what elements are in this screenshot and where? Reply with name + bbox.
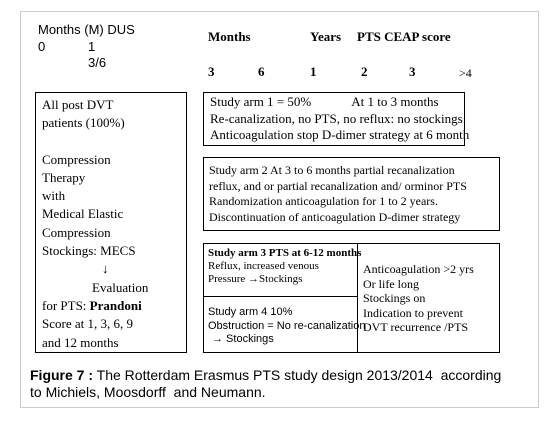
text-line: Pressure →Stockings [208, 273, 303, 285]
text-run: Study arm 1 = 50% [210, 94, 312, 109]
text-line: Therapy [42, 169, 86, 185]
text-line: Stockings: MECS [42, 243, 136, 259]
text-line: Study arm 1 = 50% At 1 to 3 months [210, 94, 469, 111]
text-line: Reflux, increased venous [208, 260, 319, 272]
text-run: for PTS: [42, 297, 90, 313]
left-box [35, 92, 187, 353]
scale-label: 1 [310, 64, 317, 79]
scale-label: 3 [409, 64, 416, 79]
text-line: Study arm 2 At 3 to 6 months partial rec… [209, 163, 455, 177]
text-line: Obstruction = No re-canalization [208, 319, 366, 332]
text-line: Or life long [363, 276, 419, 291]
text-line: and 12 months [42, 334, 119, 350]
text-line: Randomization anticoagulation for 1 to 2… [209, 194, 438, 208]
text-run: Prandoni [89, 297, 142, 313]
text-line: Study arm 4 10% [208, 306, 293, 318]
text-line: Indication to prevent [363, 305, 463, 320]
study-arm-2-text: Study arm 2 At 3 to 6 months partial rec… [209, 163, 467, 225]
text-line: ↓ [102, 261, 109, 277]
text-line: Score at 1, 3, 6, 9 [42, 316, 133, 332]
text-line: for PTS: Prandoni [42, 297, 148, 315]
text-line: Compression [42, 224, 111, 240]
caption-text: The Rotterdam Erasmus PTS study design 2… [93, 367, 502, 383]
text-line: patients (100%) [42, 115, 125, 131]
column-header: PTS CEAP score [357, 29, 451, 44]
study-arm-3-text: Study arm 3 PTS at 6-12 months Reflux, i… [208, 247, 361, 286]
text-line: reflux, and or partial recanalization an… [209, 178, 467, 193]
left-box-text: All post DVT patients (100%) Compression… [42, 96, 148, 352]
text-line: Evaluation [92, 279, 149, 295]
dus-value: 1 [88, 39, 96, 54]
column-header: Months [208, 29, 251, 44]
text-line: Discontinuation of anticoagulation D-dim… [209, 209, 461, 224]
divider [357, 243, 358, 353]
text-run: At 1 to 3 months [351, 94, 439, 109]
scale-label: >4 [459, 66, 472, 80]
dus-label: Months (M) DUS [38, 22, 135, 37]
text-line: → Stockings [212, 333, 274, 345]
dus-value: 0 [38, 39, 46, 54]
divider [203, 296, 358, 297]
study-arm-4-text: Study arm 4 10% Obstruction = No re-cana… [208, 306, 365, 347]
caption-label: Figure 7 : [30, 367, 94, 383]
study-arm-1-box [203, 92, 465, 146]
figure-frame [20, 11, 539, 408]
column-header: Years [310, 29, 342, 44]
text-line: Medical Elastic [42, 206, 124, 222]
text-line: DVT recurrence /PTS [363, 320, 469, 334]
text-line: Re-canalization, no PTS, no reflux: no s… [210, 110, 463, 126]
study-arm-1-text: Study arm 1 = 50% At 1 to 3 months Re-can… [210, 94, 469, 144]
text-line: Stockings on [363, 291, 426, 305]
scale-label: 3 [208, 64, 215, 79]
scale-label: 6 [258, 64, 265, 79]
lower-grid [203, 243, 500, 353]
dus-value: 3/6 [88, 55, 107, 70]
text-line: Anticoagulation >2 yrs [363, 262, 474, 276]
anticoagulation-text: Anticoagulation >2 yrs Or life long Stoc… [363, 262, 474, 335]
text-line: with [42, 188, 66, 204]
text-line: Study arm 3 PTS at 6-12 months [208, 247, 362, 259]
caption: Figure 7 : The Rotterdam Erasmus PTS stu… [30, 367, 501, 401]
caption-text: to Michiels, Moosdorff and Neumann. [30, 384, 266, 400]
text-line: Anticoagulation stop D-dimer strategy at… [210, 127, 470, 142]
text-line: Compression [42, 151, 111, 167]
text-line: All post DVT [42, 97, 114, 112]
scale-label: 2 [361, 64, 368, 79]
study-arm-2-box [203, 157, 500, 231]
